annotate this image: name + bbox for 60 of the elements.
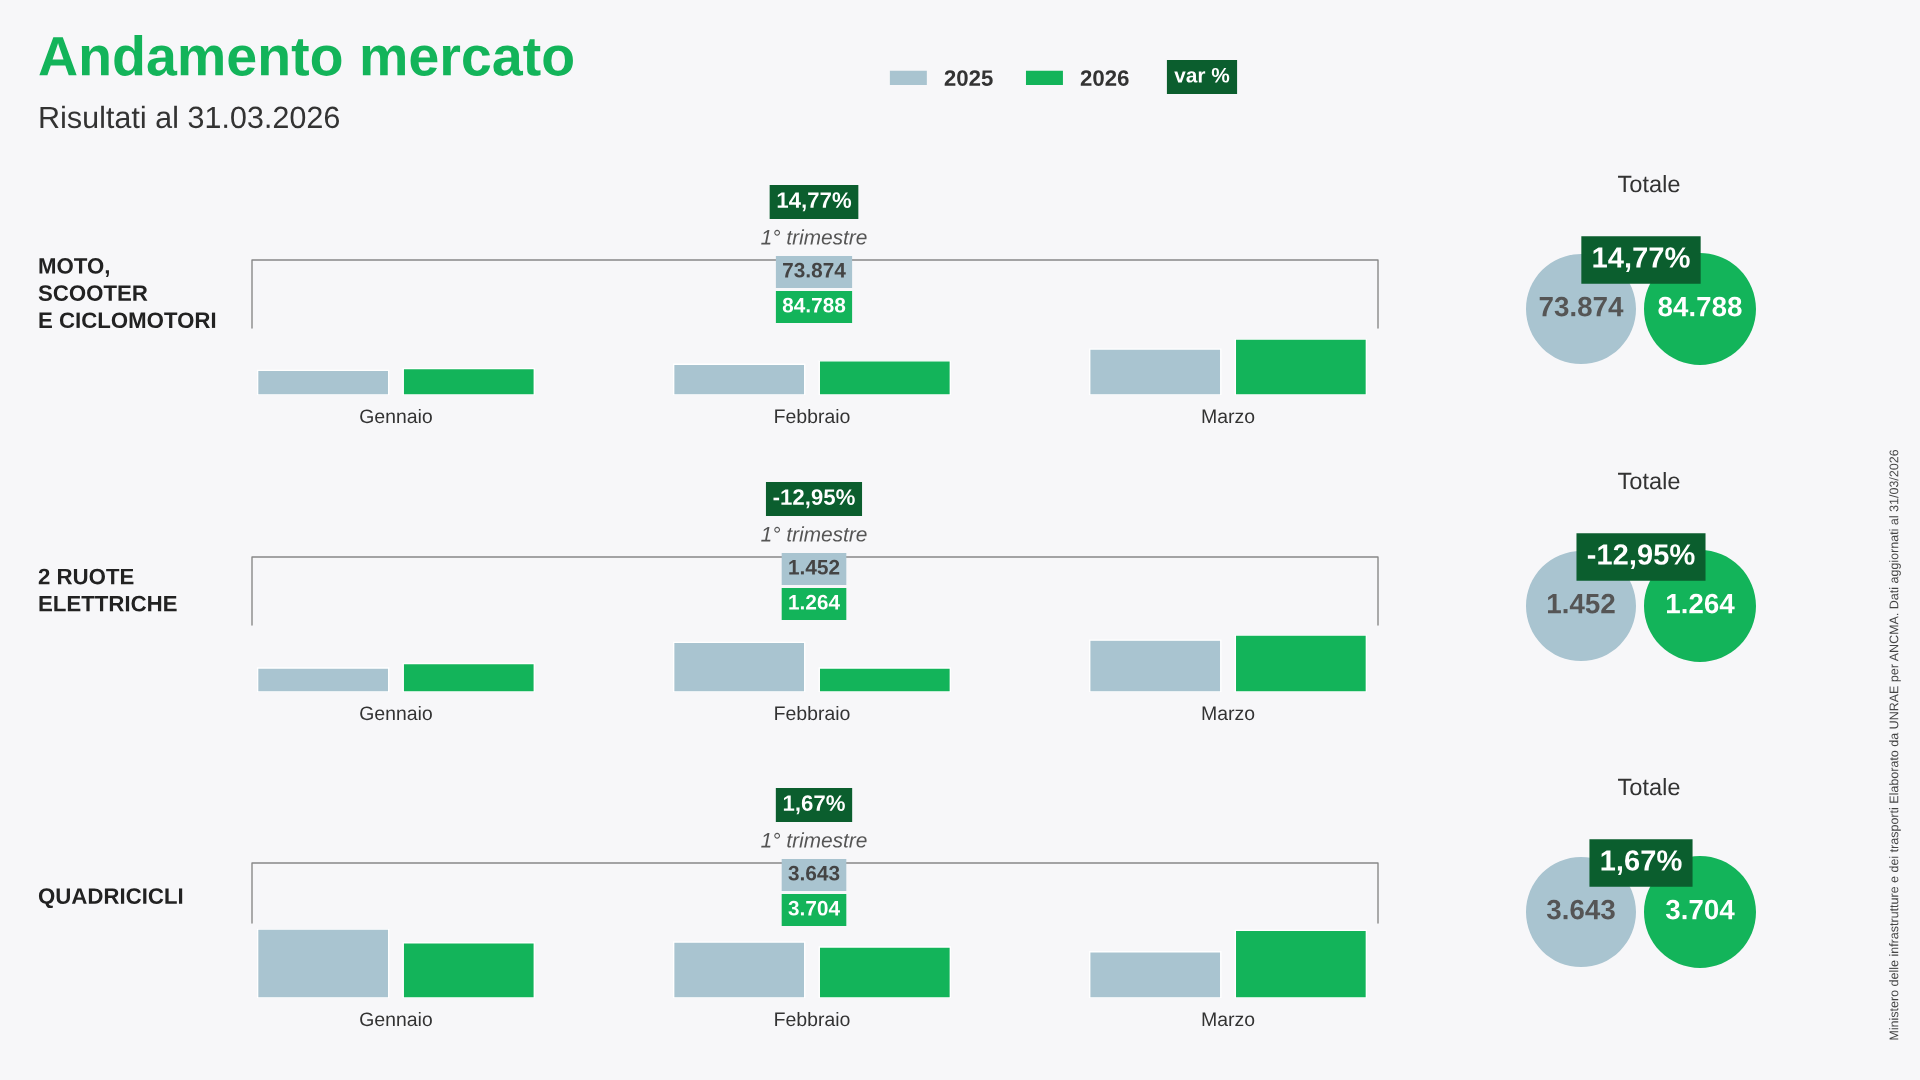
bar — [402, 662, 535, 692]
y-axis-title: QUADRICICLI — [38, 888, 183, 909]
text: 1° trimestre — [761, 832, 867, 848]
text: 1° trimestre — [761, 229, 867, 245]
y-axis-title: MOTO, SCOOTER E CICLOMOTORI — [38, 258, 216, 329]
bar — [818, 667, 952, 692]
text: 3.643 — [1546, 899, 1615, 920]
y-axis-title: 2 RUOTE ELETTRICHE — [38, 568, 177, 612]
text: 1.452 — [1548, 593, 1615, 614]
x-tick-label: Febbraio — [775, 1011, 850, 1027]
text: 1.452 — [789, 559, 840, 575]
chart-title: Andamento mercato — [39, 35, 573, 76]
chart-subtitle: Risultati al 31.03.2026 — [40, 105, 340, 129]
x-tick-label: Marzo — [1202, 409, 1255, 424]
text: 3.704 — [1665, 899, 1735, 920]
bar — [1089, 639, 1222, 692]
bar — [1234, 635, 1367, 692]
text: 3.704 — [788, 900, 840, 916]
text: 1,67% — [1601, 850, 1682, 876]
legend-label: 2025 — [944, 70, 993, 86]
text: Totale — [1618, 175, 1680, 193]
bar — [672, 641, 806, 692]
bar — [402, 942, 535, 998]
x-tick-label: Gennaio — [360, 408, 432, 424]
text: 1.264 — [789, 594, 840, 610]
bar — [1234, 929, 1367, 998]
bar — [257, 667, 390, 692]
text: 1,67% — [783, 795, 845, 815]
bar — [1234, 339, 1367, 395]
text: var % — [1174, 67, 1230, 83]
legend-label: 2026 — [1080, 70, 1129, 86]
x-tick-label: Gennaio — [360, 1011, 432, 1027]
bar — [672, 363, 806, 395]
bar — [1089, 348, 1222, 395]
text: Totale — [1618, 472, 1680, 490]
bar — [257, 369, 390, 395]
x-tick-label: Gennaio — [360, 705, 432, 721]
text: 14,77% — [1593, 247, 1690, 273]
text: 73.874 — [783, 262, 846, 278]
bar — [818, 360, 952, 395]
bar — [402, 367, 535, 395]
text: Ministero delle infrastrutture e dei trasporti Elaborato da UNRAE per ANCMA. Dati aggiornati al 31/03/2026 — [1889, 449, 1901, 1040]
text: 1° trimestre — [761, 526, 867, 542]
text: -12,95% — [773, 489, 855, 509]
bar — [1089, 951, 1222, 998]
x-tick-label: Marzo — [1202, 1012, 1255, 1027]
bar — [257, 929, 390, 998]
text: 14,77% — [777, 192, 852, 212]
text: 3.643 — [788, 865, 840, 881]
text: -12,95% — [1587, 544, 1695, 570]
text: Totale — [1618, 777, 1680, 796]
text: 73.874 — [1539, 296, 1624, 317]
bar — [818, 946, 952, 998]
text: 84.788 — [1658, 296, 1742, 317]
x-tick-label: Febbraio — [775, 408, 850, 424]
bar — [672, 941, 806, 998]
text: 1.264 — [1667, 593, 1735, 614]
x-tick-label: Febbraio — [775, 705, 850, 721]
text: 84.788 — [782, 297, 846, 313]
x-tick-label: Marzo — [1202, 706, 1255, 721]
